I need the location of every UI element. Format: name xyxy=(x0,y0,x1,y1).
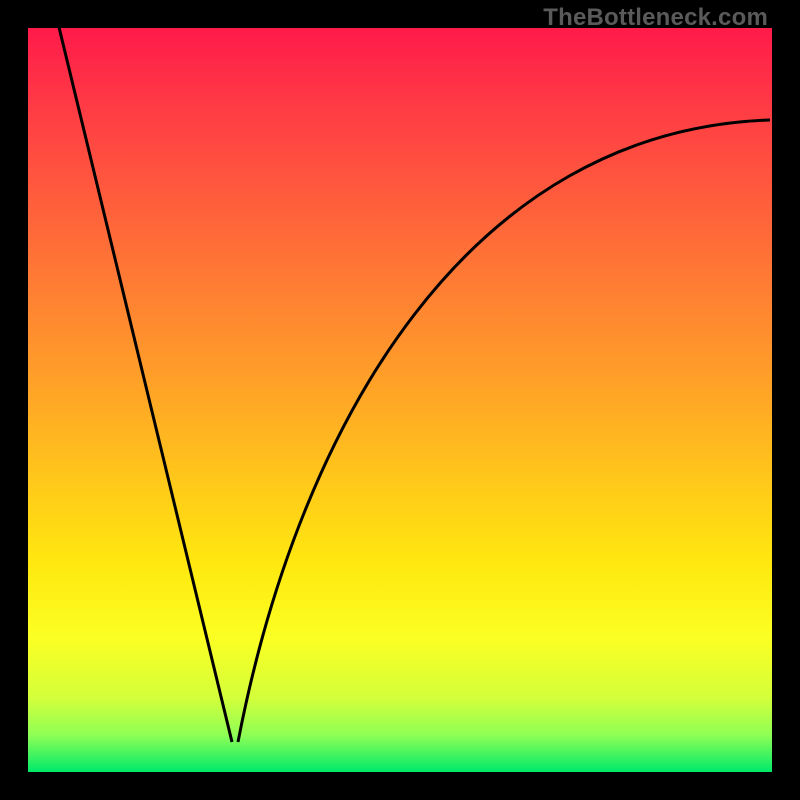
bottleneck-curve-left xyxy=(50,0,232,742)
bottleneck-curve-right xyxy=(238,120,770,742)
chart-frame: TheBottleneck.com xyxy=(0,0,800,800)
curve-layer xyxy=(0,0,800,800)
